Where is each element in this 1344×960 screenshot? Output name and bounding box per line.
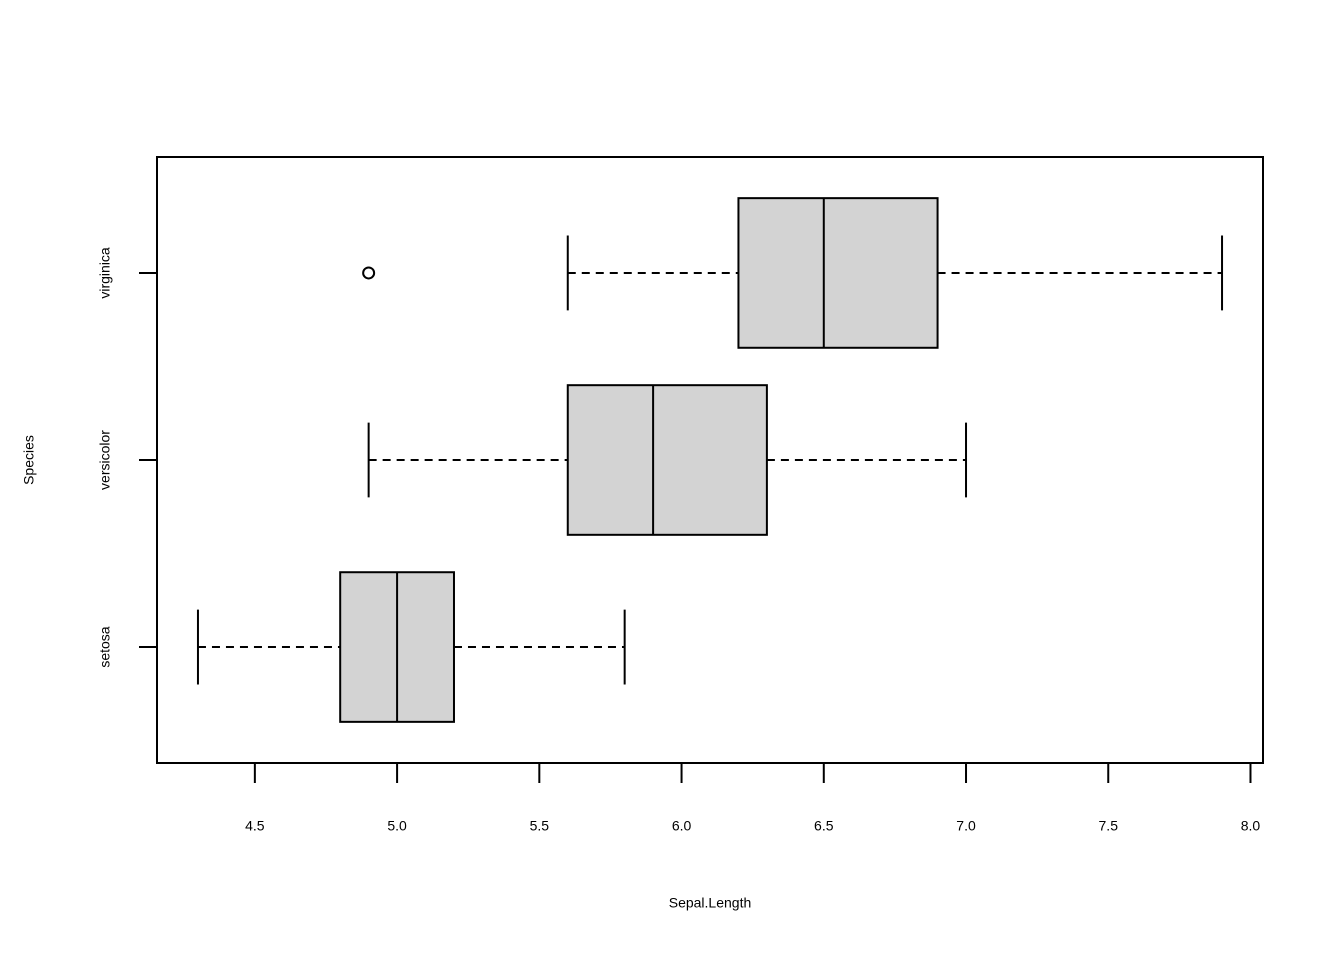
x-tick-label: 4.5 <box>245 818 265 834</box>
x-tick-label: 6.5 <box>814 818 834 834</box>
x-tick-label: 7.5 <box>1099 818 1119 834</box>
y-tick-label: versicolor <box>97 430 113 490</box>
x-axis-label: Sepal.Length <box>669 895 752 911</box>
x-tick-label: 5.0 <box>387 818 407 834</box>
box <box>566 384 768 536</box>
x-tick-label: 6.0 <box>672 818 692 834</box>
outlier <box>362 266 376 280</box>
y-tick-label: setosa <box>97 626 113 667</box>
box <box>737 197 939 349</box>
y-tick-label: virginica <box>97 247 113 299</box>
x-tick-label: 8.0 <box>1241 818 1261 834</box>
x-tick-label: 5.5 <box>530 818 550 834</box>
x-tick-label: 7.0 <box>956 818 976 834</box>
y-axis-label: Species <box>21 435 37 485</box>
